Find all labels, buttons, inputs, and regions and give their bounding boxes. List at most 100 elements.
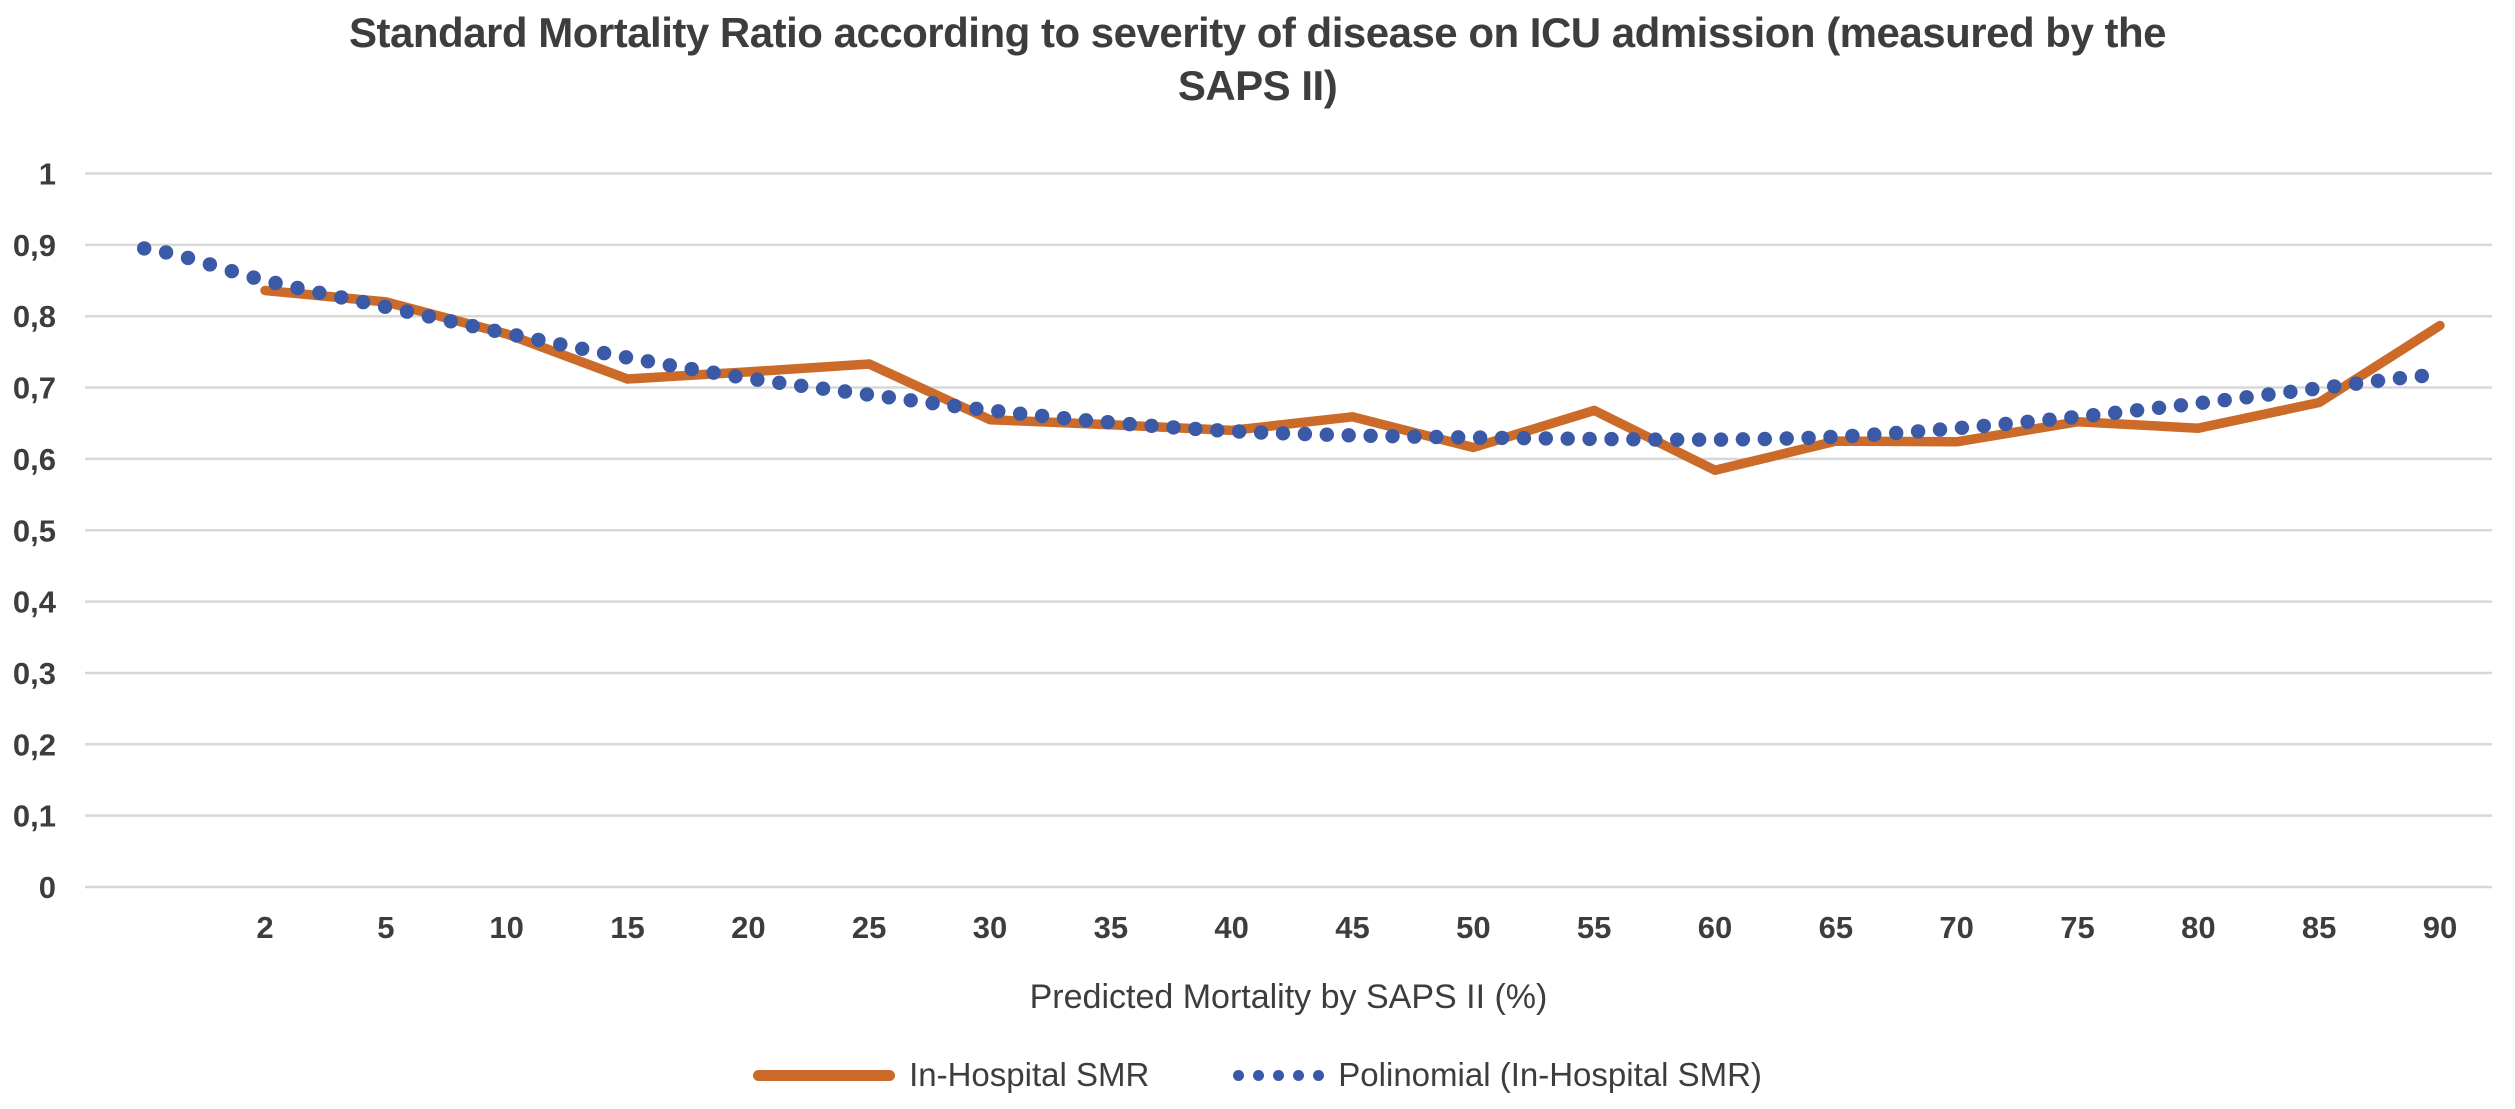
- trendline-dot: [2327, 379, 2342, 394]
- trendline-dot: [509, 328, 524, 343]
- trendline-dot: [334, 290, 349, 305]
- y-axis-tick-label: 0,7: [13, 371, 56, 406]
- y-axis-tick-label: 0,1: [13, 799, 56, 834]
- trendline-dot: [1407, 429, 1422, 444]
- trendline-dot: [772, 375, 787, 390]
- trendline-dot: [1253, 425, 1269, 440]
- trendline-dot: [2414, 368, 2429, 384]
- x-axis-tick-label: 30: [973, 910, 1007, 945]
- y-axis-tick-label: 0,9: [13, 228, 56, 263]
- trendline-dot: [1845, 428, 1860, 444]
- x-axis-tick-label: 40: [1214, 910, 1248, 945]
- trendline-dot: [356, 294, 371, 310]
- trendline-dot: [1538, 431, 1554, 446]
- legend-dot: [1273, 1069, 1285, 1081]
- trendline-dot: [2064, 410, 2079, 425]
- in-hospital-smr-line: [260, 285, 2445, 476]
- x-axis-tick-label: 70: [1939, 910, 1973, 945]
- trendline-dot: [443, 314, 458, 329]
- trendline-dot: [1998, 416, 2013, 432]
- trendline-dot: [1056, 411, 1072, 426]
- trendline-dot: [1429, 429, 1444, 445]
- trendline-dot: [925, 396, 940, 411]
- x-axis-tick-label: 10: [489, 910, 523, 945]
- y-axis-tick-label: 0: [39, 870, 56, 905]
- trendline-dot: [2173, 398, 2189, 413]
- trendline-dot: [2305, 381, 2320, 397]
- trendline-dot: [312, 285, 327, 300]
- trendline-dot: [1889, 425, 1904, 441]
- x-axis-title: Predicted Mortality by SAPS II (%): [1029, 978, 1548, 1016]
- trendline-dot: [1297, 426, 1313, 442]
- chart-title-line-1: Standard Mortality Ratio according to se…: [349, 9, 2166, 56]
- y-axis-tick-label: 0,2: [13, 727, 56, 762]
- trendline-dot: [421, 309, 437, 324]
- y-axis-tick-label: 0,6: [13, 442, 56, 477]
- trendline-dot: [1582, 431, 1597, 447]
- trendline-dot: [1976, 418, 1992, 434]
- trendline-dot: [1670, 432, 1685, 447]
- trendline-dot: [596, 345, 612, 361]
- trendline-dot: [881, 390, 896, 405]
- x-axis-tick-label: 85: [2302, 910, 2336, 945]
- trendline-dot: [399, 304, 415, 319]
- y-axis-tick-label: 1: [39, 157, 56, 192]
- trendline-dot: [465, 318, 480, 334]
- trendline-dot: [1034, 408, 1050, 424]
- trendline-dot: [2348, 376, 2364, 391]
- y-axis-tick-label: 0,4: [13, 585, 57, 620]
- trendline-dot: [202, 257, 218, 272]
- trendline-dot: [750, 372, 765, 387]
- legend-dot: [1313, 1069, 1325, 1081]
- trendline-dot: [2217, 392, 2232, 408]
- legend-dot: [1293, 1069, 1305, 1081]
- trendline-dot: [1691, 432, 1707, 447]
- trendline-dot: [246, 270, 261, 285]
- trendline-dot: [1451, 430, 1466, 445]
- legend-label-polinomial: Polinomial (In-Hospital SMR): [1338, 1056, 1762, 1093]
- chart-title-line-2: SAPS II): [1177, 62, 1338, 109]
- trendline-dot: [794, 378, 809, 393]
- trendline-dot: [1319, 427, 1335, 442]
- chart-legend: In-Hospital SMR Polinomial (In-Hospital …: [0, 1056, 2515, 1094]
- trendline-dot: [1735, 432, 1751, 447]
- trendline-dot: [1341, 428, 1356, 443]
- trendline-dot: [268, 275, 283, 291]
- trendline-dot: [1932, 422, 1948, 437]
- x-axis-tick-label: 60: [1698, 910, 1732, 945]
- x-axis-tick-label: 65: [1819, 910, 1853, 945]
- trendline-dot: [1910, 424, 1926, 439]
- trendline-dot: [1078, 413, 1094, 428]
- legend-line-swatch: [753, 1069, 896, 1081]
- trendline-dot: [1626, 432, 1641, 447]
- x-axis-tick-label: 50: [1456, 910, 1490, 945]
- trendline-dot: [1604, 431, 1619, 447]
- x-axis-tick-label: 5: [377, 910, 394, 945]
- trendline-dot: [903, 393, 918, 408]
- x-axis-tick-label: 80: [2181, 910, 2215, 945]
- chart-title: Standard Mortality Ratio according to se…: [0, 6, 2515, 112]
- trendline-dot: [2151, 400, 2167, 415]
- trendline-dot: [1954, 420, 1970, 435]
- trendline-dot: [1166, 420, 1181, 435]
- trendline-dot: [1275, 426, 1291, 441]
- legend-dots-swatch: [1233, 1069, 1325, 1081]
- trendline-dot: [1516, 431, 1532, 446]
- trendline-dot: [1144, 418, 1159, 433]
- trendline-dot: [1472, 430, 1488, 445]
- trendline-dot: [662, 358, 677, 373]
- trendline-dot: [1013, 406, 1028, 421]
- trendline-dot: [2283, 384, 2298, 399]
- trendline-dot: [859, 387, 875, 402]
- trendline-dot: [947, 398, 962, 414]
- trendline-dot: [1363, 428, 1378, 443]
- trendline-dot: [1122, 416, 1137, 432]
- trendline-dot: [377, 299, 393, 314]
- legend-dot: [1233, 1069, 1245, 1081]
- trendline-dot: [991, 404, 1006, 419]
- x-axis-tick-label: 35: [1094, 910, 1128, 945]
- x-axis-tick-label: 90: [2423, 910, 2457, 945]
- trendline-dot: [1757, 431, 1773, 447]
- trendline-dot: [640, 354, 656, 369]
- legend-item-polinomial: Polinomial (In-Hospital SMR): [1233, 1056, 1762, 1094]
